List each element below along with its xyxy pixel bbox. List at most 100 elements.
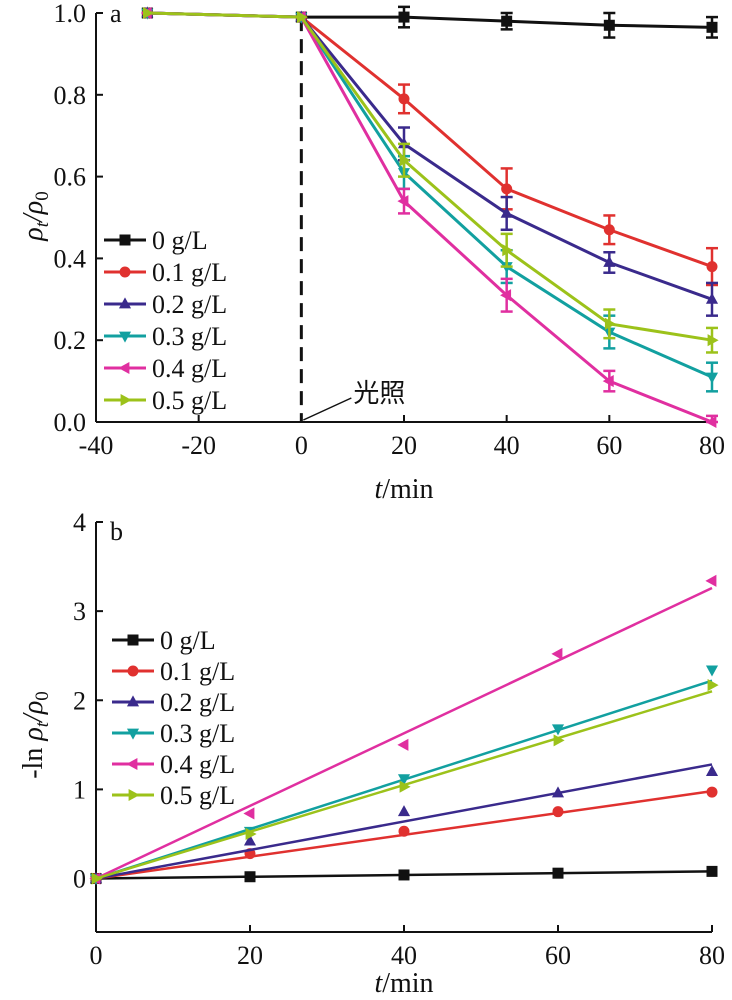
fit-line bbox=[95, 763, 713, 880]
data-point bbox=[706, 786, 718, 798]
legend-swatch-marker bbox=[119, 266, 131, 278]
panel-a-letter: a bbox=[110, 0, 122, 28]
panel-b-legend: 0 g/L0.1 g/L0.2 g/L0.3 g/L0.4 g/L0.5 g/L bbox=[112, 626, 235, 810]
data-point bbox=[501, 15, 513, 27]
legend-label: 0.2 g/L bbox=[160, 688, 235, 717]
x-tick-label: 0 bbox=[295, 431, 308, 460]
x-tick-label: -40 bbox=[79, 431, 114, 460]
data-point bbox=[552, 867, 564, 879]
x-tick-label: 40 bbox=[494, 431, 520, 460]
data-point bbox=[399, 780, 411, 793]
series-0-1-g-l bbox=[90, 786, 718, 885]
data-point bbox=[398, 11, 410, 23]
data-point bbox=[551, 724, 565, 736]
legend-item-0-g-l: 0 g/L bbox=[112, 626, 216, 655]
data-point bbox=[296, 11, 308, 24]
x-tick-label: -20 bbox=[181, 431, 216, 460]
panel-b-series bbox=[89, 574, 719, 886]
data-point bbox=[398, 869, 410, 881]
legend-swatch-marker bbox=[126, 695, 140, 707]
series-0-2-g-l bbox=[141, 6, 719, 317]
series-0-5-g-l bbox=[142, 6, 719, 354]
panel-b-ticks: 0 20 40 60 80 0 1 2 3 4 bbox=[73, 508, 725, 970]
legend-label: 0 g/L bbox=[152, 226, 208, 255]
x-tick-label: 40 bbox=[391, 941, 417, 970]
data-point bbox=[552, 806, 564, 818]
panel-a-x-axis-label: t/min bbox=[374, 474, 433, 505]
data-point bbox=[705, 665, 719, 677]
legend-label: 0.3 g/L bbox=[160, 719, 235, 748]
y-tick-label: 2 bbox=[73, 686, 86, 715]
series-0-4-g-l bbox=[89, 574, 717, 885]
series-line bbox=[147, 11, 713, 342]
series-0-5-g-l bbox=[91, 679, 719, 885]
x-tick-label: 20 bbox=[237, 941, 263, 970]
data-point bbox=[243, 834, 257, 846]
panel-a-series bbox=[140, 5, 719, 429]
y-tick-label: 0.4 bbox=[54, 244, 87, 273]
legend-swatch-marker bbox=[119, 234, 131, 246]
data-point bbox=[399, 154, 411, 167]
data-point bbox=[551, 786, 565, 798]
legend-label: 0 g/L bbox=[160, 626, 216, 655]
series-0-3-g-l bbox=[141, 8, 719, 393]
legend-label: 0.3 g/L bbox=[152, 322, 227, 351]
legend-swatch-marker bbox=[126, 728, 140, 740]
series-0-g-l bbox=[90, 865, 718, 885]
data-point bbox=[398, 825, 410, 837]
series-line bbox=[147, 11, 713, 268]
legend-item-0-4-g-l: 0.4 g/L bbox=[104, 354, 227, 383]
legend-label: 0.4 g/L bbox=[160, 750, 235, 779]
y-tick-label: 0.8 bbox=[54, 81, 87, 110]
legend-swatch-marker bbox=[127, 665, 139, 677]
x-tick-label: 80 bbox=[699, 941, 725, 970]
legend-item-0-2-g-l: 0.2 g/L bbox=[112, 688, 235, 717]
legend-item-0-3-g-l: 0.3 g/L bbox=[112, 719, 235, 748]
panel-b-y-axis-label: -ln ρt/ρ0 bbox=[18, 691, 53, 779]
x-tick-label: 0 bbox=[90, 941, 103, 970]
series-line bbox=[147, 11, 713, 424]
data-point bbox=[500, 206, 513, 218]
y-tick-label: 4 bbox=[73, 508, 86, 537]
legend-item-0-2-g-l: 0.2 g/L bbox=[104, 290, 227, 319]
panel-b-letter: b bbox=[110, 517, 123, 546]
data-point bbox=[706, 261, 718, 273]
x-tick-label: 20 bbox=[391, 431, 417, 460]
y-tick-label: 0 bbox=[73, 865, 86, 894]
panel-a-y-axis-label: ρt/ρ0 bbox=[18, 191, 53, 241]
y-tick-label: 0.6 bbox=[54, 163, 87, 192]
chart-panel-b: b 0 20 40 60 80 0 1 2 3 4 0 g/L0.1 g/L0.2 g/L0.3 … bbox=[18, 508, 725, 999]
legend-swatch-marker bbox=[118, 297, 132, 309]
data-point bbox=[398, 93, 410, 105]
y-tick-label: 3 bbox=[73, 597, 86, 626]
data-point bbox=[705, 415, 717, 429]
data-point bbox=[397, 774, 411, 786]
legend-label: 0.1 g/L bbox=[160, 657, 235, 686]
legend-label: 0.4 g/L bbox=[152, 354, 227, 383]
y-tick-label: 0.2 bbox=[54, 326, 87, 355]
panel-b-x-axis-label: t/min bbox=[374, 968, 433, 999]
data-point bbox=[501, 183, 513, 195]
data-point bbox=[397, 195, 409, 208]
legend-item-0-1-g-l: 0.1 g/L bbox=[104, 258, 227, 287]
legend-item-0-3-g-l: 0.3 g/L bbox=[104, 322, 227, 351]
chart-panel-a: a -40 -20 0 20 40 60 80 0.0 0.2 0.4 0.6 0.8 1.0 光照 0… bbox=[18, 0, 725, 505]
annotation-leader-line bbox=[303, 397, 352, 421]
legend-swatch-marker bbox=[128, 788, 140, 802]
data-point bbox=[706, 21, 718, 33]
data-point bbox=[705, 292, 719, 304]
series-0-1-g-l bbox=[141, 7, 718, 287]
data-point bbox=[502, 244, 514, 257]
data-point bbox=[603, 19, 615, 31]
series-0-g-l bbox=[141, 5, 718, 39]
data-point bbox=[707, 334, 719, 347]
panel-a-ticks: -40 -20 0 20 40 60 80 0.0 0.2 0.4 0.6 0.8 1.0 bbox=[54, 0, 726, 460]
data-point bbox=[244, 871, 256, 883]
legend-label: 0.5 g/L bbox=[152, 386, 227, 415]
legend-swatch-marker bbox=[118, 331, 132, 343]
data-point bbox=[604, 317, 616, 330]
data-point bbox=[603, 255, 616, 267]
legend-item-0-g-l: 0 g/L bbox=[104, 226, 208, 255]
data-point bbox=[707, 679, 719, 692]
